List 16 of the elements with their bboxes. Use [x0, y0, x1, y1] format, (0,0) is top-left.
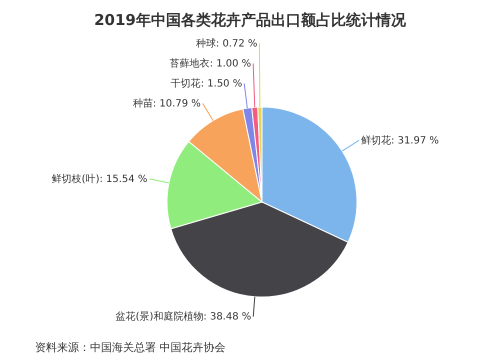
data-label: : 38.48 % — [203, 312, 252, 323]
slice-label: 鲜切花 — [361, 134, 392, 146]
data-label: : 1.00 % — [210, 58, 252, 70]
slice-label: 种球 — [196, 37, 216, 50]
slice-label: 苔藓地衣 — [170, 57, 210, 70]
data-label: : 0.72 % — [216, 38, 258, 50]
text: 资料来源：中国海关总署 中国花卉协会 — [35, 341, 226, 354]
data-label: : 1.50 % — [200, 78, 242, 90]
slice-label: 干切花 — [170, 77, 201, 90]
slice-label: 种苗 — [132, 97, 153, 110]
slice-label: 鲜切枝(叶) — [52, 172, 100, 185]
data-label: : 31.97 % — [391, 135, 439, 146]
slice-label: 盆花(景)和庭院植物 — [116, 310, 204, 323]
chart-title: 2019年中国各类花卉产品出口额占比统计情况 — [94, 11, 407, 29]
data-label: : 10.79 % — [152, 98, 201, 110]
data-label: : 15.54 % — [99, 174, 148, 185]
